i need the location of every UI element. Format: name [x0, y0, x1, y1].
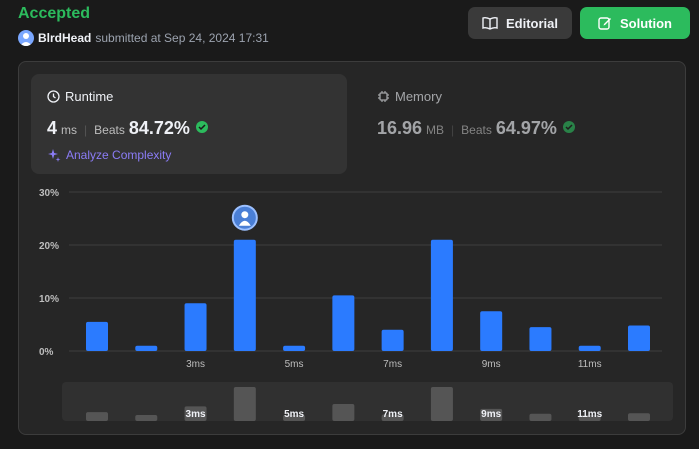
- runtime-title: Runtime: [47, 89, 113, 104]
- submission-info: BlrdHead submitted at Sep 24, 2024 17:31: [18, 30, 269, 46]
- minimap-bar: [332, 404, 355, 421]
- memory-metric: 16.96 MB | Beats 64.97%: [377, 118, 577, 139]
- memory-beats-label: Beats: [461, 123, 492, 137]
- runtime-card[interactable]: Runtime 4 ms | Beats 84.72% Analyze Comp…: [31, 74, 347, 174]
- memory-title: Memory: [377, 89, 442, 104]
- minimap-bar: [283, 415, 306, 421]
- edit-icon: [598, 17, 611, 30]
- x-tick-label: 11ms: [578, 359, 602, 370]
- memory-card[interactable]: Memory 16.96 MB | Beats 64.97%: [361, 74, 677, 174]
- chart-bar[interactable]: [430, 239, 453, 351]
- analyze-label: Analyze Complexity: [66, 148, 172, 162]
- minimap-bar: [381, 414, 404, 421]
- minimap-bar: [86, 412, 108, 421]
- chart-bar[interactable]: [184, 303, 207, 351]
- solution-label: Solution: [620, 15, 672, 31]
- chart-bar[interactable]: [283, 345, 306, 351]
- x-tick-label: 7ms: [383, 359, 402, 370]
- minimap-tick-label: 11ms: [577, 409, 602, 420]
- chart-bar[interactable]: [86, 321, 108, 351]
- x-tick-label: 9ms: [482, 359, 501, 370]
- minimap-tick-label: 3ms: [186, 409, 206, 420]
- chart-bar[interactable]: [381, 329, 404, 351]
- minimap-bar: [184, 406, 207, 421]
- minimap-tick-label: 7ms: [383, 409, 403, 420]
- minimap-tick-label: 9ms: [481, 409, 501, 420]
- runtime-value: 4: [47, 118, 58, 138]
- memory-unit: MB: [426, 123, 445, 137]
- clock-icon: [47, 90, 60, 103]
- memory-beats-value: 64.97%: [495, 118, 557, 138]
- runtime-distribution-chart[interactable]: 30% 20% 10% 0% 3ms 5ms 7ms 9ms 11ms 3ms 5ms 7ms 9ms 1…: [19, 62, 685, 434]
- user-marker-body: [238, 220, 251, 226]
- book-icon: [482, 16, 498, 30]
- memory-title-text: Memory: [395, 89, 442, 104]
- username-link[interactable]: BlrdHead: [38, 31, 92, 45]
- divider: |: [84, 123, 88, 137]
- runtime-beats-value: 84.72%: [128, 118, 190, 138]
- memory-value: 16.96: [377, 118, 423, 138]
- editorial-button[interactable]: Editorial: [468, 7, 572, 39]
- minimap-bar: [430, 387, 453, 421]
- runtime-unit: ms: [61, 123, 78, 137]
- minimap-bar: [529, 413, 552, 421]
- x-tick-label: 3ms: [186, 359, 205, 370]
- analyze-complexity-link[interactable]: Analyze Complexity: [47, 148, 171, 162]
- chip-icon: [378, 91, 389, 102]
- y-tick-label: 0%: [39, 347, 54, 358]
- chart-bar[interactable]: [529, 327, 552, 351]
- chart-bar[interactable]: [332, 295, 355, 351]
- solution-button[interactable]: Solution: [580, 7, 690, 39]
- chart-minimap: [62, 382, 673, 421]
- thumbs-up-icon: [195, 121, 208, 133]
- minimap-bar: [578, 415, 601, 421]
- chart-bar[interactable]: [135, 345, 158, 351]
- runtime-title-text: Runtime: [65, 89, 114, 104]
- chart-bar[interactable]: [233, 239, 256, 351]
- y-tick-label: 30%: [39, 188, 59, 199]
- chart-bar[interactable]: [578, 345, 601, 351]
- thumbs-up-icon: [562, 121, 575, 133]
- submitted-time: submitted at Sep 24, 2024 17:31: [95, 31, 269, 45]
- editorial-label: Editorial: [505, 15, 558, 31]
- sparkle-icon: [48, 149, 61, 162]
- result-panel: Runtime 4 ms | Beats 84.72% Analyze Comp…: [18, 61, 686, 435]
- divider: |: [451, 123, 455, 137]
- status-accepted: Accepted: [18, 5, 91, 22]
- avatar[interactable]: [18, 30, 34, 46]
- runtime-metric: 4 ms | Beats 84.72%: [47, 118, 210, 139]
- minimap-tick-label: 5ms: [284, 409, 304, 420]
- minimap-bar: [480, 408, 503, 421]
- y-tick-label: 20%: [39, 241, 59, 252]
- minimap-bar: [135, 415, 158, 421]
- minimap-bar: [233, 387, 256, 421]
- chart-bar[interactable]: [480, 311, 503, 351]
- y-tick-label: 10%: [39, 294, 59, 305]
- runtime-beats-label: Beats: [94, 123, 125, 137]
- x-tick-label: 5ms: [285, 359, 304, 370]
- minimap-bar: [628, 413, 650, 421]
- user-marker-head: [241, 211, 249, 219]
- chart-bar[interactable]: [628, 325, 650, 351]
